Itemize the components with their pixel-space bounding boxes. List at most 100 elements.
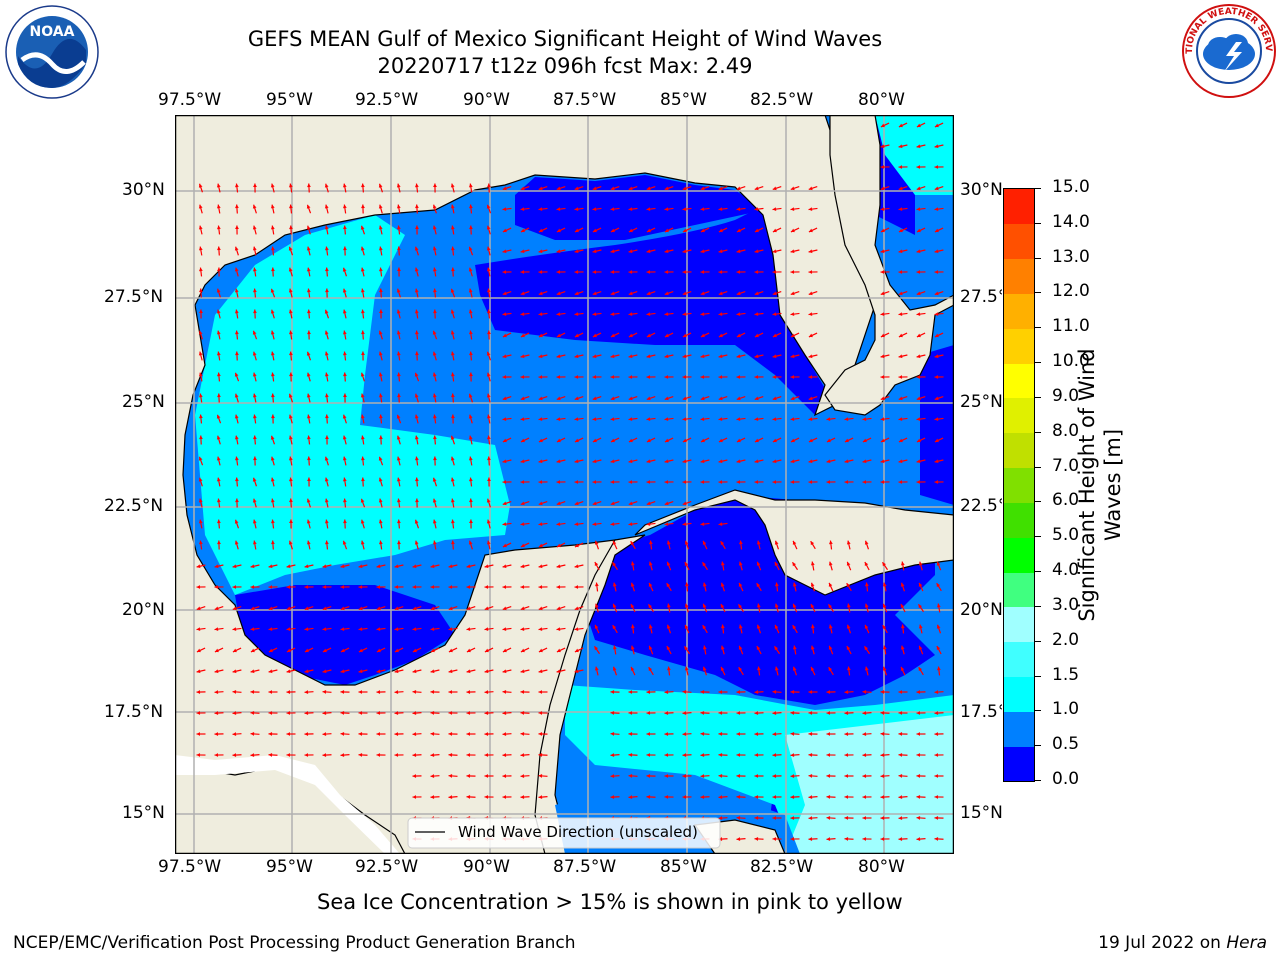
wave-vector-head: [196, 711, 201, 715]
wave-vector-head: [288, 414, 293, 419]
wave-vector-head: [592, 396, 597, 401]
wave-vector-head: [556, 459, 561, 464]
wave-vector-head: [844, 816, 849, 820]
wave-vector-head: [340, 606, 345, 611]
wave-vector-head: [250, 711, 255, 715]
chart-title: GEFS MEAN Gulf of Mexico Significant Hei…: [247, 27, 883, 51]
wave-vector-head: [666, 624, 671, 629]
wave-vector-head: [934, 354, 939, 359]
colorbar-tick-label: 15.0: [1052, 177, 1090, 197]
wave-vector-head: [682, 480, 687, 484]
wave-vector-head: [880, 249, 885, 254]
wave-vector-head: [574, 543, 579, 548]
wave-vector-head: [666, 603, 671, 608]
wave-vector-head: [250, 585, 255, 589]
wave-vector-head: [538, 753, 543, 757]
wave-vector-head: [574, 291, 579, 296]
wave-vector-head: [790, 396, 795, 401]
wave-vector-head: [270, 372, 275, 377]
wave-vector-head: [666, 561, 671, 566]
wave-vector-head: [916, 144, 921, 149]
wave-band-light: [785, 715, 954, 854]
colorbar-tick-mark: [1035, 780, 1041, 781]
wave-vector-head: [486, 498, 491, 503]
wave-vector-head: [520, 522, 525, 527]
wave-vector-head: [538, 270, 543, 274]
wave-vector-head: [484, 711, 489, 715]
wave-vector-head: [702, 625, 707, 630]
wave-vector-head: [252, 498, 257, 503]
wave-vector-head: [430, 585, 435, 589]
wave-vector-head: [754, 291, 759, 296]
wave-vector-head: [772, 690, 777, 694]
wave-vector-head: [394, 711, 399, 715]
wave-vector-head: [630, 541, 635, 546]
wave-vector-head: [307, 183, 311, 188]
wave-vector-head: [682, 417, 687, 422]
wave-vector-head: [538, 207, 543, 212]
colorbar-tick-mark: [1035, 605, 1041, 607]
wave-vector-head: [502, 669, 507, 674]
wave-vector-head: [934, 438, 939, 443]
wave-vector-head: [594, 562, 599, 567]
wave-vector-head: [268, 732, 273, 736]
wave-vector-head: [592, 501, 597, 506]
colorbar-tick-mark: [1035, 431, 1041, 433]
wave-vector-head: [235, 477, 239, 482]
wave-vector-head: [520, 585, 525, 589]
wave-vector-head: [520, 669, 525, 674]
wave-vector-head: [217, 540, 221, 545]
wave-vector-head: [430, 690, 435, 694]
wave-vector-head: [700, 396, 705, 401]
wave-vector-head: [664, 354, 669, 359]
wave-vector-head: [862, 459, 867, 464]
wave-vector-head: [754, 438, 759, 443]
wave-vector-head: [502, 564, 507, 569]
wave-vector-head: [216, 351, 221, 356]
wave-vector-head: [394, 690, 399, 694]
wave-vector-head: [936, 666, 941, 671]
wave-vector-head: [918, 624, 923, 629]
wave-vector-head: [378, 267, 383, 272]
wave-vector-head: [538, 312, 543, 317]
wave-vector-head: [268, 627, 273, 632]
wave-vector-head: [451, 267, 455, 272]
wave-vector-head: [718, 228, 723, 233]
wave-vector-head: [810, 604, 815, 609]
wave-vector-head: [808, 417, 813, 422]
wave-vector-head: [936, 583, 941, 588]
wave-vector-head: [628, 690, 633, 694]
wave-vector-head: [360, 393, 365, 398]
wave-vector-head: [880, 291, 885, 296]
wave-vector-head: [360, 267, 365, 272]
wave-vector-head: [574, 312, 579, 317]
wave-vector-head: [216, 183, 221, 188]
wave-vector-head: [718, 459, 723, 464]
wave-vector-head: [394, 669, 399, 674]
wave-vector-head: [664, 312, 669, 317]
wave-vector-head: [397, 519, 401, 524]
wave-vector-head: [610, 438, 615, 443]
wave-vector-head: [700, 438, 705, 443]
wave-vector-head: [271, 540, 275, 545]
lon-tick-label: 80°W: [858, 857, 905, 877]
wave-vector-head: [898, 333, 903, 338]
wave-vector-head: [556, 228, 561, 233]
wave-vector-head: [682, 732, 687, 736]
footer-host: Hera: [1226, 933, 1267, 953]
wave-vector-head: [414, 393, 419, 398]
wave-vector-head: [198, 183, 203, 188]
wave-vector-head: [484, 648, 489, 653]
wave-vector-head: [538, 543, 543, 548]
wave-vector-head: [574, 186, 579, 191]
wave-vector-head: [898, 753, 903, 757]
wave-vector-head: [790, 711, 795, 715]
wave-vector-head: [484, 627, 489, 632]
wave-vector-head: [594, 603, 599, 608]
wave-vector-head: [432, 540, 437, 545]
wave-vector-head: [358, 711, 363, 715]
wave-vector-head: [486, 372, 491, 377]
wave-vector-head: [235, 225, 239, 230]
wave-vector-head: [702, 666, 707, 671]
wave-vector-head: [628, 354, 633, 359]
